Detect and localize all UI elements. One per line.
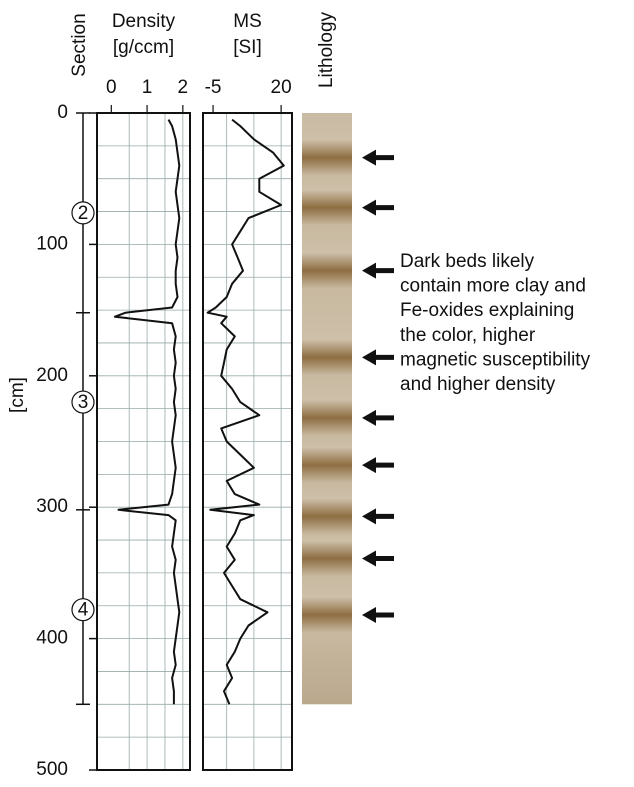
panel-frame	[96, 112, 191, 771]
annotation-line: Fe-oxides explaining	[400, 300, 574, 321]
x-tick-label: -5	[205, 77, 222, 98]
x-tick-label: 2	[178, 77, 189, 98]
dark-bed-arrow	[362, 199, 394, 216]
dark-bed-arrow	[362, 262, 394, 279]
panel-unit: [g/ccm]	[113, 37, 174, 58]
annotation-line: Dark beds likely	[400, 251, 535, 272]
lithology-label: Lithology	[316, 11, 337, 88]
dark-bed-arrow	[362, 457, 394, 474]
panel-frame	[202, 112, 293, 771]
y-tick-label: 200	[36, 365, 68, 386]
panel-title: MS	[233, 11, 262, 32]
y-tick-label: 500	[36, 759, 68, 780]
depth-axis-label: [cm]	[7, 377, 28, 413]
lithology-core	[302, 113, 352, 705]
section-circle	[71, 201, 95, 225]
y-tick-label: 300	[36, 496, 68, 517]
section-circle	[71, 598, 95, 622]
data-line	[113, 119, 181, 705]
y-tick-label: 400	[36, 628, 68, 649]
section-number: 3	[78, 392, 89, 413]
dark-bed-arrow	[362, 149, 394, 166]
panel-unit: [SI]	[233, 37, 262, 58]
dark-bed-arrow	[362, 409, 394, 426]
dark-bed-arrow	[362, 508, 394, 525]
x-tick-label: 20	[271, 77, 292, 98]
annotation-line: magnetic susceptibility	[400, 349, 591, 370]
x-tick-label: 0	[106, 77, 117, 98]
y-tick-label: 100	[36, 233, 68, 254]
dark-bed-arrow	[362, 606, 394, 623]
y-tick-label: 0	[57, 102, 68, 123]
annotation-line: the color, higher	[400, 325, 536, 346]
annotation-line: and higher density	[400, 374, 556, 395]
section-label: Section	[69, 13, 90, 76]
dark-bed-arrow	[362, 550, 394, 567]
dark-bed-arrow	[362, 349, 394, 366]
section-circle	[71, 390, 95, 414]
section-number: 2	[78, 203, 89, 224]
annotation-line: contain more clay and	[400, 276, 586, 297]
section-number: 4	[78, 600, 89, 621]
data-line	[206, 118, 285, 705]
x-tick-label: 1	[142, 77, 153, 98]
panel-title: Density	[112, 11, 176, 32]
